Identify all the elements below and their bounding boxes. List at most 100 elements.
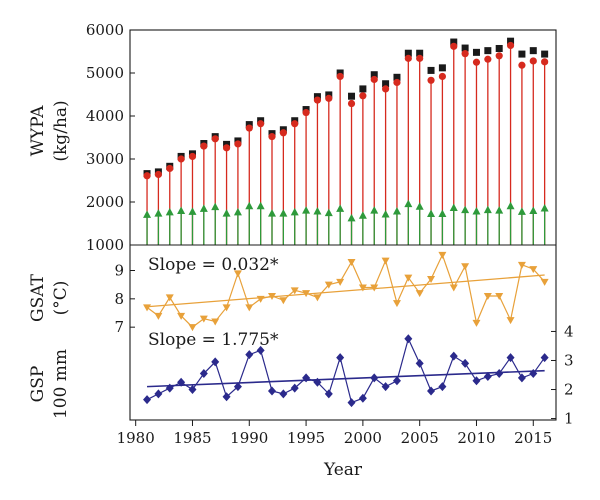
gsp-point [517,373,526,383]
wypa-circle-point [166,164,174,173]
wypa-circle-point [143,172,151,180]
gsp-point [438,382,447,392]
gsat-point [415,290,424,298]
wypa-square-point [348,92,356,100]
gsat-point [268,293,276,300]
wypa-triangle-point [506,201,515,210]
wypa-square-point [529,47,537,55]
gsat-point [154,312,163,320]
panel-gsp: 1 2 3 4 Slope = 1.775* GSP 100 mm [28,322,574,427]
wypa-triangle-point [313,206,322,215]
wypa-circle-point [336,72,344,81]
wypa-circle-point [518,61,526,69]
wypa-circle-point [291,120,299,128]
wypa-y-tick-label: 5000 [86,64,124,82]
wypa-circle-point [541,58,549,66]
gsp-point [370,373,379,383]
gsat-point [302,290,311,298]
wypa-square-point [382,80,390,88]
wypa-y-tick-label: 2000 [86,193,124,211]
gsat-point [495,293,504,300]
gsp-point [540,353,549,363]
wypa-circle-point [211,135,219,143]
gsat-point [392,300,401,308]
gsp-y-ticks: 1 2 3 4 [551,322,574,428]
gsat-point [449,284,458,292]
gsat-point [324,281,333,289]
wypa-triangle-point [495,206,504,214]
wypa-circle-point [325,94,333,102]
gsp-point [143,395,152,405]
gsp-point [313,377,322,387]
wypa-y-ticks: 1000 2000 3000 4000 5000 6000 [86,21,135,254]
wypa-square-point [427,66,435,74]
wypa-square-point [518,50,526,58]
wypa-y-tick-label: 1000 [86,236,124,254]
gsp-point [472,376,481,386]
panel-gsat: 7 8 9 Slope = 0.032* GSAT (°C) [28,251,549,336]
gsat-y-tick-label: 9 [114,262,124,280]
wypa-circle-point [234,140,242,148]
gsat-point [313,294,322,302]
gsat-point [279,297,288,305]
wypa-triangle-point [358,211,367,219]
x-tick-label: 1990 [230,429,268,447]
gsp-point [461,358,470,368]
wypa-triangle-point [211,202,220,211]
wypa-circle-point [177,155,185,163]
wypa-square-point [541,50,549,58]
gsat-point [165,294,174,302]
gsat-point [188,324,197,332]
wypa-circle-point [359,92,367,100]
wypa-triangle-point [529,206,538,215]
wypa-triangle-point [245,201,254,210]
gsat-point [256,295,265,303]
gsp-marks [143,334,549,408]
wypa-triangle-point [256,201,265,210]
gsp-point [199,369,208,379]
wypa-triangle-point [381,209,390,218]
wypa-circle-point [393,78,401,87]
gsp-point [529,369,538,379]
gsat-point [370,284,379,292]
wypa-circle-point [245,124,253,132]
wypa-circle-point [484,55,492,63]
gsat-trend-line [146,274,545,308]
gsp-point [347,398,356,408]
wypa-circle-point [416,54,424,62]
wypa-square-point [370,71,378,79]
gsat-point [381,257,390,265]
wypa-triangle-point [472,206,481,215]
wypa-triangle-point [540,203,549,212]
wypa-triangle-point [188,207,197,215]
gsat-point [222,304,231,312]
wypa-triangle-point [324,208,333,217]
gsp-y-tick-label: 2 [564,381,574,399]
gsp-y-tick-label: 3 [564,351,574,369]
wypa-circle-point [450,42,458,50]
wypa-circle-point [257,120,265,128]
wypa-triangle-point [415,202,424,210]
gsp-point [154,389,163,399]
wypa-square-point [495,44,503,52]
wypa-triangle-point [143,210,152,218]
wypa-triangle-point [302,206,311,214]
wypa-circle-point [268,133,276,141]
wypa-triangle-point [404,199,413,208]
gsp-point [506,353,515,363]
gsp-point [233,382,242,392]
gsat-point [427,276,436,283]
wypa-square-point [472,48,480,56]
gsp-point [324,389,333,399]
wypa-circle-point [200,142,208,150]
wypa-triangle-point [177,206,186,215]
gsp-point [302,373,311,383]
gsat-point [199,315,208,323]
x-tick-label: 1980 [117,429,155,447]
gsp-y-tick-label: 4 [564,322,574,340]
wypa-triangle-point [370,206,379,214]
wypa-triangle-point [222,209,231,217]
wypa-circle-point [495,52,503,60]
